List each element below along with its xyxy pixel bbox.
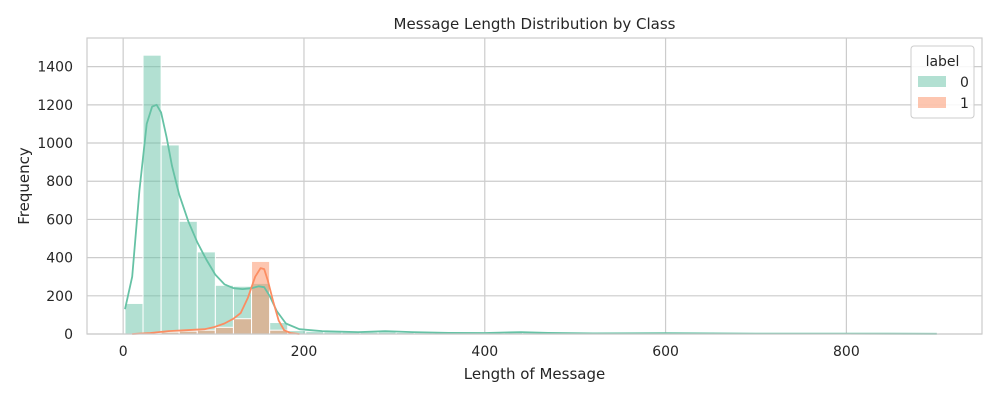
legend-swatch-1 bbox=[918, 97, 946, 108]
legend-swatch-0 bbox=[918, 76, 946, 87]
y-tick-label-0: 0 bbox=[64, 327, 73, 343]
bar-series-0-5 bbox=[215, 285, 233, 334]
bar-series-1-6 bbox=[252, 261, 270, 334]
y-tick-label-2: 400 bbox=[46, 251, 73, 267]
bar-series-1-5 bbox=[233, 319, 251, 334]
x-tick-label-0: 0 bbox=[119, 344, 128, 360]
y-tick-label-6: 1200 bbox=[37, 98, 73, 114]
bar-series-0-0 bbox=[125, 303, 143, 334]
y-tick-label-1: 200 bbox=[46, 289, 73, 305]
y-tick-label-4: 800 bbox=[46, 174, 73, 190]
x-axis-title: Length of Message bbox=[464, 365, 605, 383]
bar-series-1-4 bbox=[215, 327, 233, 334]
legend-label-1: 1 bbox=[960, 96, 969, 112]
bar-series-0-1 bbox=[143, 55, 161, 334]
bar-series-0-4 bbox=[197, 252, 215, 334]
legend-label-0: 0 bbox=[960, 75, 969, 91]
legend-title: label bbox=[926, 54, 960, 70]
x-tick-label-4: 800 bbox=[833, 344, 860, 360]
y-axis-title: Frequency bbox=[15, 147, 33, 225]
y-tick-label-3: 600 bbox=[46, 212, 73, 228]
bar-series-0-2 bbox=[161, 145, 179, 334]
x-tick-label-1: 200 bbox=[291, 344, 318, 360]
x-tick-label-3: 600 bbox=[652, 344, 679, 360]
chart-title: Message Length Distribution by Class bbox=[394, 15, 676, 33]
y-tick-label-5: 1000 bbox=[37, 136, 73, 152]
y-tick-label-7: 1400 bbox=[37, 60, 73, 76]
x-tick-label-2: 400 bbox=[471, 344, 498, 360]
